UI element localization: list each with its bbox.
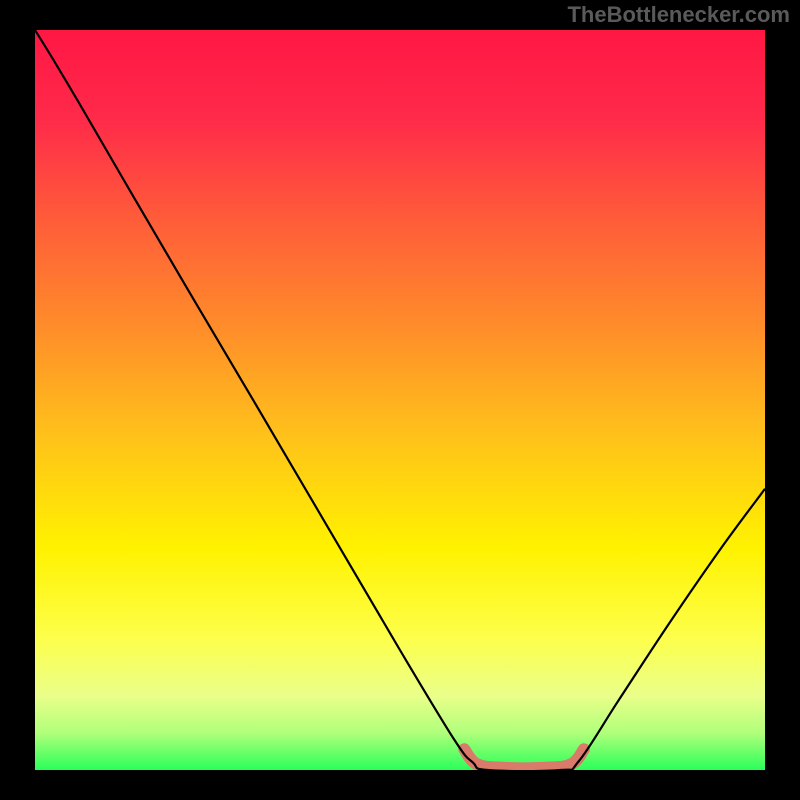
bottleneck-curve [35,30,765,770]
watermark-text: TheBottlenecker.com [567,2,790,28]
curve-line [35,30,765,770]
plot-area [35,30,765,770]
valley-highlight [464,749,584,768]
